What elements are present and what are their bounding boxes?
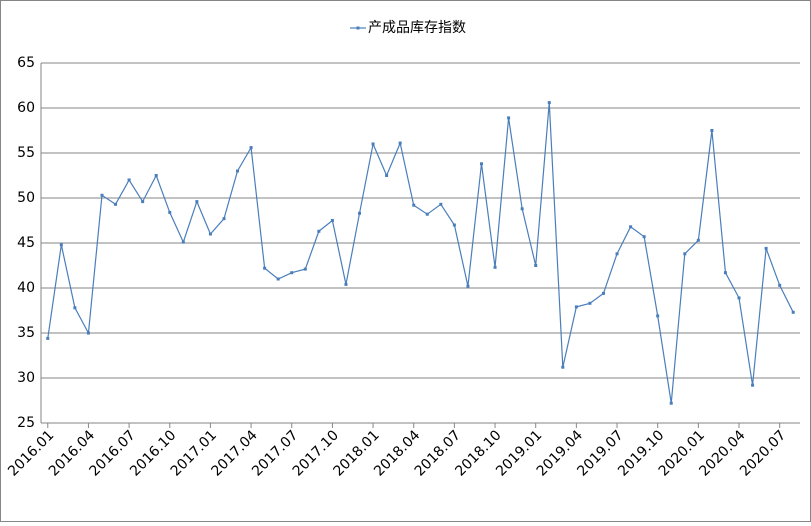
point [683, 252, 687, 256]
point [385, 174, 389, 177]
point [276, 277, 280, 281]
point [452, 223, 456, 227]
y-tick-label: 55 [17, 145, 35, 161]
point [751, 383, 755, 387]
point [574, 305, 578, 309]
point [601, 291, 605, 295]
point [141, 200, 145, 204]
point [425, 212, 429, 216]
y-tick-label: 50 [17, 190, 35, 206]
series-line [47, 102, 794, 404]
point [127, 178, 131, 182]
point [222, 217, 226, 221]
point [696, 238, 700, 242]
point [263, 266, 267, 270]
point [737, 296, 741, 300]
y-tick-label: 40 [17, 280, 35, 296]
y-tick-label: 65 [17, 55, 35, 71]
point [412, 203, 416, 207]
legend-label: 产成品库存指数 [368, 20, 466, 36]
point [656, 314, 660, 318]
point [507, 116, 511, 120]
point [615, 252, 619, 256]
y-tick-label: 35 [17, 325, 35, 341]
point [330, 219, 334, 222]
point [181, 240, 185, 244]
y-tick-label: 25 [17, 415, 35, 431]
point [303, 267, 307, 271]
point [208, 232, 212, 236]
point [466, 284, 470, 288]
point [290, 271, 294, 275]
point [344, 282, 348, 286]
point [669, 401, 673, 405]
point [791, 310, 795, 314]
point [249, 146, 253, 150]
point [588, 301, 592, 305]
legend-marker [356, 26, 360, 30]
point [642, 235, 646, 239]
y-tick-label: 60 [17, 100, 35, 116]
point [154, 174, 158, 177]
point [547, 101, 551, 105]
point [317, 229, 321, 233]
point [398, 141, 402, 145]
point [493, 265, 497, 269]
point [371, 142, 375, 146]
point [629, 225, 633, 229]
point [723, 271, 727, 275]
point [114, 202, 118, 206]
y-tick-label: 45 [17, 235, 35, 251]
point [86, 331, 90, 335]
point [778, 283, 782, 287]
point [46, 336, 50, 340]
point [100, 193, 104, 197]
point [236, 169, 240, 173]
point [168, 210, 172, 214]
point [561, 365, 565, 369]
point [520, 207, 524, 211]
point [73, 306, 77, 310]
point [59, 243, 63, 247]
point [534, 264, 538, 267]
point [358, 211, 362, 215]
point [764, 246, 768, 250]
y-tick-label: 30 [17, 370, 35, 386]
point [479, 162, 483, 166]
point [710, 129, 714, 132]
point [439, 202, 443, 206]
point [195, 200, 199, 204]
